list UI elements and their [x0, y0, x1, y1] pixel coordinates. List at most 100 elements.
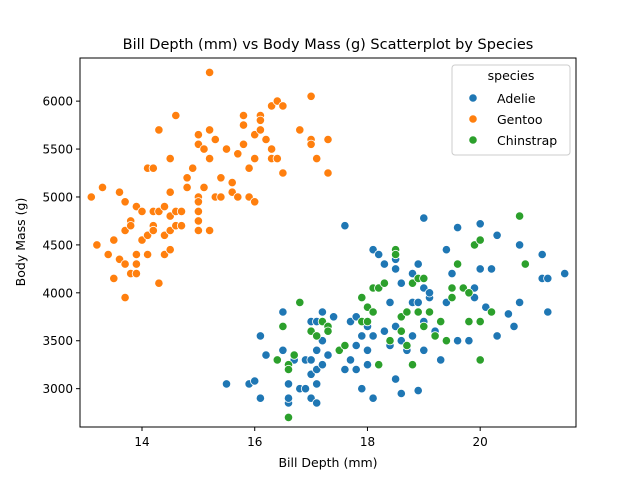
point-gentoo-46 [188, 163, 198, 173]
point-gentoo-94 [323, 168, 333, 178]
point-gentoo-4 [109, 273, 119, 283]
point-adelie-77 [447, 268, 457, 279]
point-chinstrap-6 [295, 297, 305, 307]
point-gentoo-19 [137, 206, 147, 216]
point-gentoo-76 [250, 197, 260, 207]
point-chinstrap-22 [379, 278, 389, 288]
point-adelie-90 [509, 321, 519, 331]
point-gentoo-11 [120, 292, 130, 303]
point-adelie-43 [368, 393, 378, 403]
point-gentoo-65 [227, 178, 237, 188]
y-tick-label-6: 6000 [42, 95, 73, 109]
point-gentoo-86 [278, 101, 288, 111]
point-adelie-45 [368, 331, 378, 341]
point-adelie-91 [514, 240, 525, 250]
point-gentoo-67 [233, 149, 243, 159]
y-tick-label-0: 3000 [42, 382, 73, 396]
point-adelie-40 [362, 345, 373, 355]
point-adelie-7 [278, 307, 288, 317]
point-gentoo-69 [238, 110, 249, 121]
point-chinstrap-36 [424, 307, 435, 317]
point-chinstrap-35 [419, 321, 429, 331]
y-tick-label-3: 4500 [42, 238, 73, 252]
point-gentoo-10 [120, 259, 130, 269]
point-gentoo-43 [176, 221, 187, 231]
point-adelie-6 [278, 345, 288, 355]
point-gentoo-33 [159, 202, 170, 212]
point-gentoo-75 [250, 154, 260, 164]
point-gentoo-78 [255, 125, 265, 135]
legend-title: species [488, 68, 535, 83]
point-gentoo-62 [216, 173, 226, 183]
point-adelie-97 [560, 268, 570, 279]
y-tick-label-2: 4000 [42, 286, 73, 300]
point-gentoo-70 [238, 120, 249, 130]
point-adelie-86 [486, 264, 497, 274]
point-adelie-64 [413, 259, 423, 269]
point-chinstrap-33 [413, 307, 423, 317]
point-adelie-66 [413, 385, 423, 396]
point-gentoo-30 [154, 278, 164, 288]
legend: species Adelie Gentoo Chinstrap [451, 64, 571, 156]
point-gentoo-72 [244, 163, 254, 173]
point-adelie-96 [543, 307, 553, 317]
point-adelie-5 [261, 350, 271, 360]
point-adelie-72 [424, 288, 435, 298]
point-gentoo-80 [261, 134, 271, 145]
point-adelie-2 [250, 376, 260, 386]
point-adelie-0 [221, 379, 232, 389]
point-gentoo-55 [199, 182, 209, 192]
point-gentoo-64 [221, 144, 232, 154]
point-adelie-26 [317, 307, 327, 317]
point-chinstrap-5 [289, 350, 299, 360]
point-adelie-53 [390, 264, 401, 274]
point-gentoo-8 [120, 197, 130, 207]
point-chinstrap-2 [283, 412, 294, 422]
point-adelie-63 [407, 331, 418, 341]
point-adelie-75 [441, 245, 451, 255]
point-gentoo-85 [272, 154, 282, 164]
point-adelie-65 [413, 297, 423, 307]
point-adelie-95 [543, 273, 553, 283]
point-gentoo-34 [165, 154, 175, 164]
point-gentoo-14 [126, 221, 136, 231]
point-chinstrap-49 [475, 355, 485, 365]
x-axis-ticks: 14 16 18 20 [134, 427, 488, 449]
point-adelie-83 [475, 219, 485, 229]
point-adelie-48 [379, 259, 389, 269]
point-chinstrap-51 [514, 211, 525, 221]
point-chinstrap-8 [312, 331, 322, 341]
point-adelie-31 [340, 364, 350, 375]
point-gentoo-27 [148, 225, 158, 236]
x-tick-label-0: 14 [134, 435, 149, 449]
point-adelie-46 [374, 249, 384, 260]
point-gentoo-18 [131, 268, 141, 279]
plot-frame [79, 57, 577, 428]
point-chinstrap-23 [385, 336, 395, 346]
point-adelie-22 [312, 345, 322, 355]
point-adelie-50 [385, 297, 395, 307]
point-adelie-39 [357, 384, 367, 394]
point-chinstrap-42 [452, 259, 463, 269]
point-gentoo-54 [199, 144, 209, 154]
point-adelie-35 [351, 364, 361, 375]
point-gentoo-0 [86, 192, 96, 202]
point-gentoo-24 [148, 163, 158, 173]
point-gentoo-28 [154, 125, 164, 135]
y-tick-label-4: 5000 [42, 190, 73, 204]
point-gentoo-47 [193, 130, 203, 140]
point-adelie-34 [345, 355, 356, 365]
point-gentoo-89 [306, 91, 316, 101]
point-adelie-13 [300, 384, 311, 394]
point-gentoo-3 [103, 249, 113, 260]
point-adelie-36 [351, 340, 361, 351]
point-chinstrap-20 [374, 360, 384, 370]
point-gentoo-61 [210, 134, 220, 145]
point-gentoo-42 [176, 206, 187, 216]
point-adelie-29 [328, 312, 339, 322]
point-chinstrap-13 [340, 340, 350, 351]
point-gentoo-71 [238, 139, 249, 149]
x-tick-label-2: 18 [360, 435, 375, 449]
point-adelie-80 [464, 336, 474, 346]
point-gentoo-52 [193, 216, 203, 226]
